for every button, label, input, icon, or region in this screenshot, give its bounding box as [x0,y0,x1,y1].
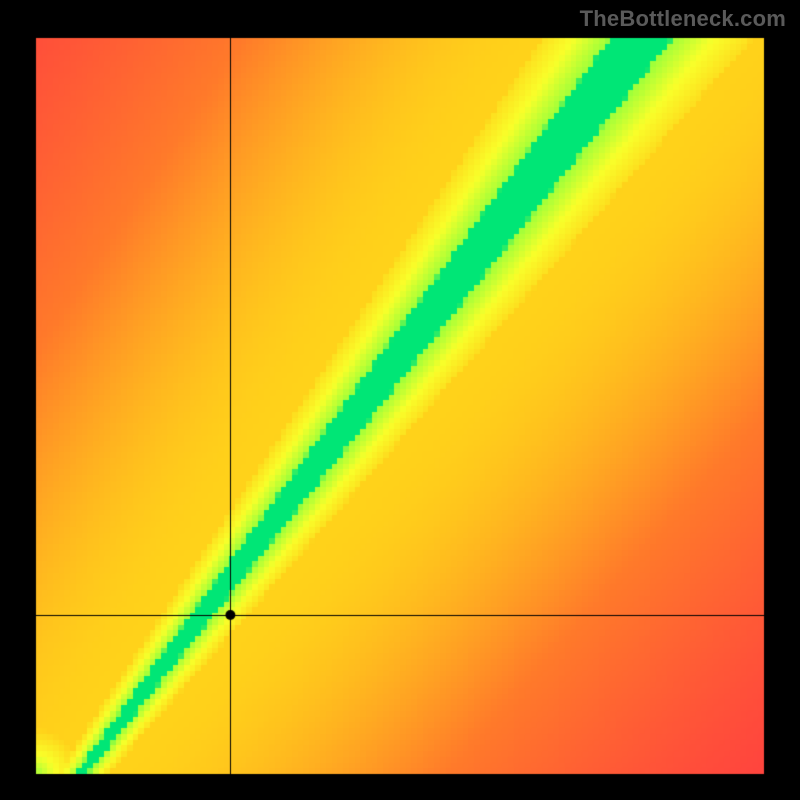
outer-frame: TheBottleneck.com [0,0,800,800]
watermark-text: TheBottleneck.com [580,6,786,32]
bottleneck-heatmap-canvas [0,0,800,800]
